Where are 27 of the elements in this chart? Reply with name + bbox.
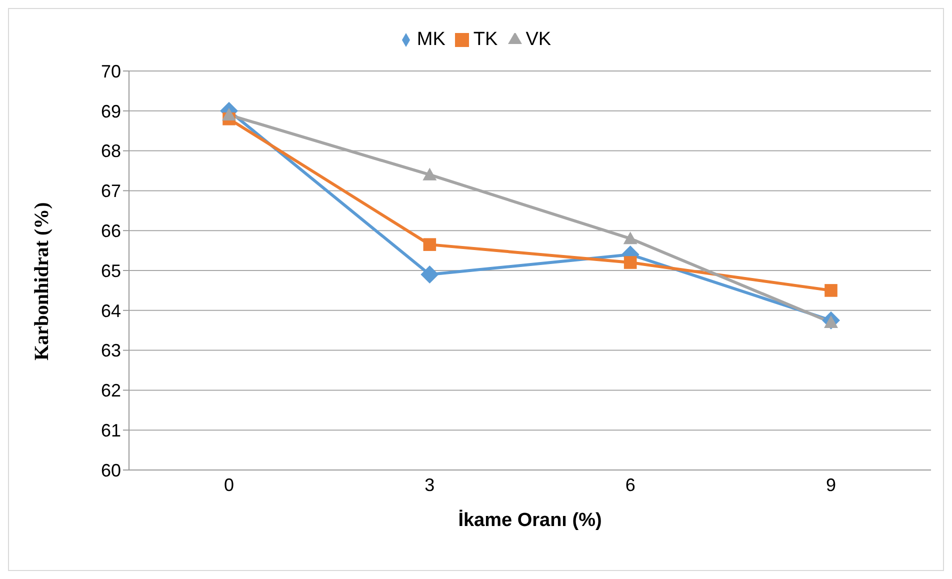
legend-label: VK xyxy=(526,29,552,50)
x-tick-label: 3 xyxy=(424,474,435,495)
point xyxy=(824,284,838,297)
y-tick-label: 63 xyxy=(100,340,121,361)
y-tick-label: 61 xyxy=(100,420,121,440)
y-tick-label: 67 xyxy=(100,181,121,202)
y-tick-label: 68 xyxy=(100,141,121,162)
point xyxy=(423,238,436,251)
point xyxy=(624,256,637,269)
y-tick-label: 65 xyxy=(100,260,121,281)
point xyxy=(222,108,236,120)
x-tick-label: 6 xyxy=(625,474,636,495)
y-tick-label: 64 xyxy=(100,300,121,321)
x-axis-title: İkame Oranı (%) xyxy=(458,509,602,531)
y-tick-label: 66 xyxy=(100,220,121,241)
point xyxy=(623,232,638,244)
y-tick-label: 60 xyxy=(100,460,121,480)
y-tick-label: 70 xyxy=(100,61,121,82)
x-tick-label: 0 xyxy=(224,474,234,495)
legend-label: TK xyxy=(473,29,498,50)
legend-label: MK xyxy=(416,29,446,50)
point xyxy=(422,168,437,180)
y-tick-label: 62 xyxy=(100,380,121,401)
point xyxy=(420,265,439,284)
y-axis-title: Karbonhidrat (%) xyxy=(31,202,54,360)
x-tick-label: 9 xyxy=(826,474,836,495)
y-tick-label: 69 xyxy=(100,101,121,122)
